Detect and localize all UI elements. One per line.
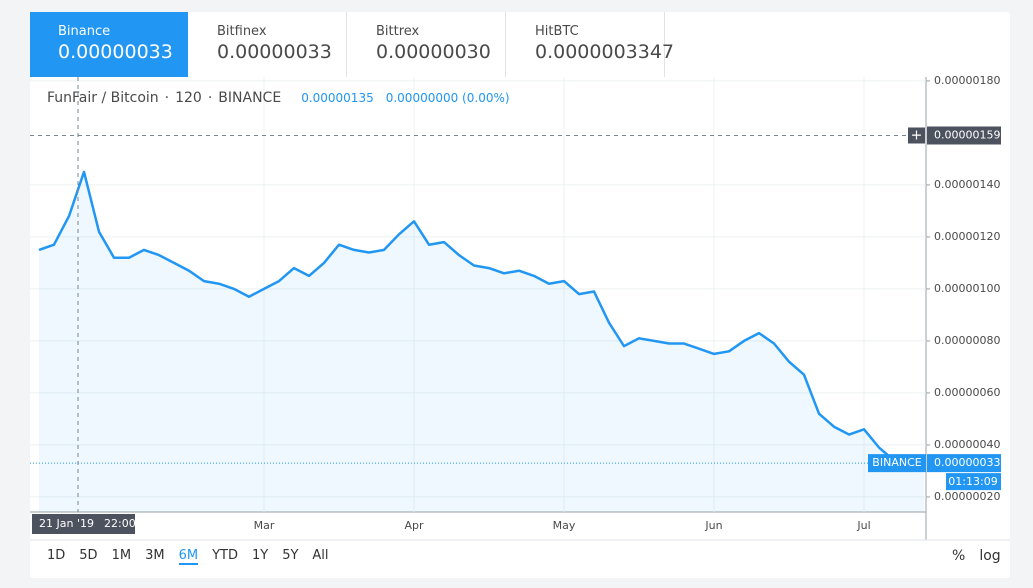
exchange-name: Bittrex: [376, 24, 420, 39]
y-tick-label: 0.00000080: [934, 334, 1000, 347]
range-button[interactable]: 1Y: [251, 548, 269, 563]
crosshair-time-label: 22:00: [104, 517, 136, 530]
plot: [38, 170, 925, 512]
crosshair-date-badge: [32, 514, 135, 534]
crosshair-date-label: 21 Jan '19: [39, 517, 94, 530]
separator: ·: [208, 90, 212, 106]
exchange-price: 0.00000030: [376, 41, 491, 63]
range-bar: 1D 5D 1M 3M 6M YTD 1Y 5Y All: [40, 548, 336, 565]
x-tick-label: May: [553, 519, 576, 532]
price-line: [38, 170, 925, 467]
exchange-price: 0.00000033: [217, 41, 332, 63]
y-tick-label: 0.00000180: [934, 74, 1000, 87]
range-button[interactable]: 5Y: [282, 548, 299, 563]
range-button[interactable]: All: [312, 548, 329, 563]
y-tick-label: 0.00000040: [934, 438, 1000, 451]
y-tick-label: 0.00000140: [934, 178, 1000, 191]
widget: [30, 12, 1010, 578]
y-tick-label: 0.00000060: [934, 386, 1000, 399]
interval: 120: [175, 90, 202, 106]
range-button[interactable]: 6M: [178, 548, 199, 565]
exchange-tab[interactable]: Bittrex 0.00000030: [348, 12, 506, 77]
x-tick-label: Apr: [404, 519, 424, 532]
log-toggle[interactable]: log: [979, 548, 1001, 564]
exchange-name: Bitfinex: [217, 24, 267, 39]
scale-options: % log: [945, 548, 1008, 564]
exchange: BINANCE: [218, 90, 281, 106]
last-price-badge: [927, 454, 1001, 473]
area: [39, 171, 924, 512]
range-button[interactable]: YTD: [212, 548, 238, 563]
symbol: FunFair / Bitcoin: [47, 90, 159, 106]
crosshair-price-label: 0.00000159: [934, 129, 1000, 142]
exchange-badge-label: BINANCE: [872, 456, 921, 469]
exchange-name: HitBTC: [535, 24, 579, 39]
crosshair-price-badge: [927, 126, 1001, 145]
exchange-badge: [868, 454, 926, 473]
exchange-price: 0.0000003347: [535, 41, 675, 63]
x-tick-label: Jul: [856, 519, 870, 532]
percent-toggle[interactable]: %: [952, 548, 966, 564]
separator: ·: [165, 90, 169, 106]
legend-change: 0.00000000 (0.00%): [386, 91, 510, 105]
overlay: BINANCE 0.00000033 01:13:09 + 0.00000159 21 J…: [30, 77, 1001, 534]
y-tick-label: 0.00000100: [934, 282, 1000, 295]
exchange-tab[interactable]: Bitfinex 0.00000033: [189, 12, 347, 77]
last-price-label: 0.00000033: [934, 456, 1000, 469]
exchange-name: Binance: [58, 24, 111, 39]
x-tick-label: Mar: [254, 519, 275, 532]
countdown-label: 01:13:09: [948, 475, 997, 488]
range-button[interactable]: 3M: [145, 548, 165, 563]
y-tick-label: 0.00000020: [934, 490, 1000, 503]
range-button[interactable]: 1M: [111, 548, 132, 563]
y-tick-label: 0.00000120: [934, 230, 1000, 243]
legend: FunFair / Bitcoin · 120 · BINANCE 0.00000135 0…: [47, 90, 510, 106]
exchange-price: 0.00000033: [58, 41, 173, 63]
crosshair-button: [908, 127, 925, 144]
grid: 0.00000020 0.00000040 0.00000060 0.00000080…: [30, 74, 1000, 532]
x-tick-label: Jun: [704, 519, 722, 532]
range-button[interactable]: 5D: [79, 548, 98, 563]
countdown-badge: [946, 473, 1001, 491]
exchange-tab[interactable]: HitBTC 0.0000003347: [507, 12, 675, 77]
exchange-tab[interactable]: Binance 0.00000033: [30, 12, 188, 77]
crosshair-plus: +: [911, 128, 923, 144]
range-button[interactable]: 1D: [47, 548, 66, 563]
legend-price: 0.00000135: [301, 91, 374, 105]
